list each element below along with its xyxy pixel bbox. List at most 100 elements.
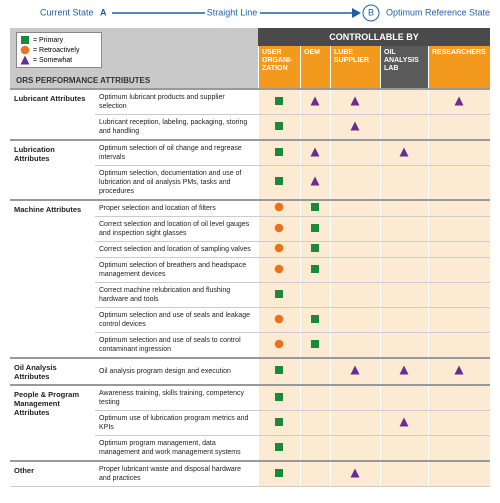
legend-label: = Retroactively <box>33 46 80 54</box>
mark-somewhat <box>310 96 320 105</box>
mark-cell <box>329 357 380 386</box>
symbol <box>311 314 319 323</box>
attribute-row: Optimum selection, documentation and use… <box>10 165 490 201</box>
mark-cell <box>379 410 428 436</box>
mark-cell <box>379 435 428 462</box>
symbol <box>274 264 284 273</box>
mark-somewhat <box>454 365 464 375</box>
mark-cell <box>299 435 330 462</box>
legend-label: = Primary <box>33 36 64 44</box>
mark-cell <box>299 282 330 308</box>
mark-somewhat <box>399 147 409 156</box>
mark-retroactively <box>274 264 284 273</box>
mark-cell <box>329 165 380 201</box>
symbol <box>274 243 284 253</box>
mark-cell <box>299 88 330 115</box>
mark-cell <box>379 241 428 258</box>
attribute: Optimum selection, documentation and use… <box>95 165 258 201</box>
mark-primary <box>311 264 319 273</box>
column-header: LUBE SUPPLIER <box>330 46 380 88</box>
mark-cell <box>329 139 380 166</box>
mark-cell <box>257 435 300 462</box>
mark-somewhat <box>350 365 360 375</box>
mark-cell <box>329 460 380 487</box>
mark-cell <box>329 241 380 258</box>
mark-cell <box>379 199 428 217</box>
mark-cell <box>257 199 300 217</box>
symbol <box>399 365 409 375</box>
mark-somewhat <box>399 365 409 375</box>
mark-cell <box>329 257 380 283</box>
attribute-row: Optimum use of lubrication program metri… <box>10 410 490 436</box>
mark-cell <box>329 88 380 115</box>
attribute-row: Lubrication Attributes Optimum selection … <box>10 139 490 201</box>
mark-cell <box>257 165 300 201</box>
attribute: Optimum lubricant products and supplier … <box>95 88 258 115</box>
mark-cell <box>379 165 428 201</box>
mark-cell <box>427 357 490 386</box>
mark-primary <box>275 366 283 374</box>
mark-retroactively <box>274 202 284 212</box>
mark-cell <box>379 332 428 359</box>
mark-cell <box>427 139 490 166</box>
attribute: Lubricant reception, labeling, packaging… <box>95 114 258 141</box>
mark-cell <box>427 332 490 359</box>
symbol <box>399 417 409 426</box>
mark-cell <box>427 241 490 258</box>
mark-cell <box>299 410 330 436</box>
attribute: Proper selection and location of filters <box>95 199 258 217</box>
symbol <box>20 55 30 65</box>
attribute: Awareness training, skills training, com… <box>95 384 258 411</box>
attribute: Optimum selection and use of seals and l… <box>95 307 258 333</box>
mark-cell <box>257 307 300 333</box>
legend-item: = Primary <box>20 35 98 45</box>
attribute-row: Lubricant Attributes Optimum lubricant pr… <box>10 88 490 141</box>
mark-primary <box>311 203 319 211</box>
legend-item: = Somewhat <box>20 55 98 65</box>
mark-somewhat <box>454 96 464 105</box>
column-header: OEM <box>300 46 330 88</box>
mark-cell <box>329 216 380 242</box>
symbol <box>274 202 284 212</box>
column-header: USER ORGANI-ZATION <box>258 46 300 88</box>
mark-primary <box>21 36 29 44</box>
mark-cell <box>299 241 330 258</box>
header-left: = Primary = Retroactively = Somewhat ORS P… <box>10 28 258 88</box>
mark-cell <box>379 257 428 283</box>
arrow-head <box>352 8 361 18</box>
legend-item: = Retroactively <box>20 45 98 55</box>
mark-somewhat <box>20 55 30 65</box>
mark-cell <box>379 307 428 333</box>
mark-cell <box>427 460 490 487</box>
mark-cell <box>299 216 330 242</box>
mark-cell <box>427 199 490 217</box>
mark-cell <box>257 241 300 258</box>
symbol <box>275 121 283 130</box>
attribute-row: Correct machine relubrication and flushi… <box>10 282 490 308</box>
line-label: Straight Line <box>207 7 258 17</box>
legend: = Primary = Retroactively = Somewhat <box>16 32 102 68</box>
attribute-row: Optimum program management, data managem… <box>10 435 490 462</box>
mark-retroactively <box>274 243 284 253</box>
mark-primary <box>275 392 283 401</box>
mark-cell <box>257 114 300 141</box>
group-name: Lubricant Attributes <box>10 88 95 141</box>
mark-cell <box>329 199 380 217</box>
mark-cell <box>379 460 428 487</box>
end-marker: B <box>368 7 374 17</box>
symbol <box>275 417 283 426</box>
mark-cell <box>299 114 330 141</box>
symbol <box>274 314 284 323</box>
mark-cell <box>427 435 490 462</box>
group-name: Oil Analysis Attributes <box>10 357 95 386</box>
mark-cell <box>329 114 380 141</box>
mark-cell <box>329 384 380 411</box>
mark-retroactively <box>274 339 284 348</box>
mark-cell <box>329 282 380 308</box>
group-name: Lubrication Attributes <box>10 139 95 201</box>
mark-somewhat <box>350 468 360 477</box>
mark-primary <box>275 468 283 477</box>
start-marker: A <box>100 7 107 17</box>
column-header: OIL ANALYSIS LAB <box>380 46 428 88</box>
